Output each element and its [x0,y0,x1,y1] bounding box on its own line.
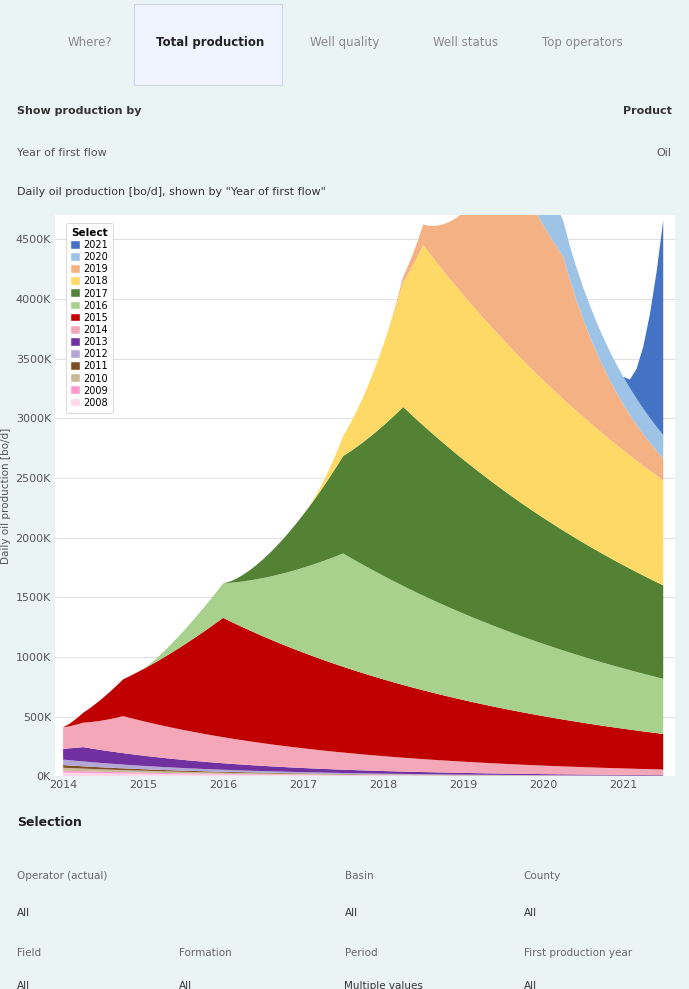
Text: Selection: Selection [17,816,82,829]
Text: Operator (actual): Operator (actual) [17,870,107,880]
Text: Well status: Well status [433,37,497,49]
Text: Formation: Formation [179,947,232,957]
Text: Show production by: Show production by [17,106,142,117]
Text: Top operators: Top operators [542,37,623,49]
Text: Oil: Oil [657,148,672,158]
Text: Multiple values: Multiple values [344,981,423,989]
Text: All: All [17,908,30,918]
Text: Basin: Basin [344,870,373,880]
Text: All: All [524,981,537,989]
Text: Daily oil production [bo/d], shown by "Year of first flow": Daily oil production [bo/d], shown by "Y… [17,187,326,198]
Text: All: All [524,908,537,918]
Text: Period: Period [344,947,377,957]
Text: Well quality: Well quality [310,37,379,49]
Text: Field: Field [17,947,41,957]
Text: All: All [344,908,358,918]
Text: All: All [17,981,30,989]
Text: Where?: Where? [68,37,112,49]
Text: First production year: First production year [524,947,632,957]
Text: County: County [524,870,561,880]
Text: All: All [179,981,192,989]
FancyBboxPatch shape [134,4,282,84]
Text: Year of first flow: Year of first flow [17,148,107,158]
Text: Total production: Total production [156,37,265,49]
Text: Product: Product [623,106,672,117]
